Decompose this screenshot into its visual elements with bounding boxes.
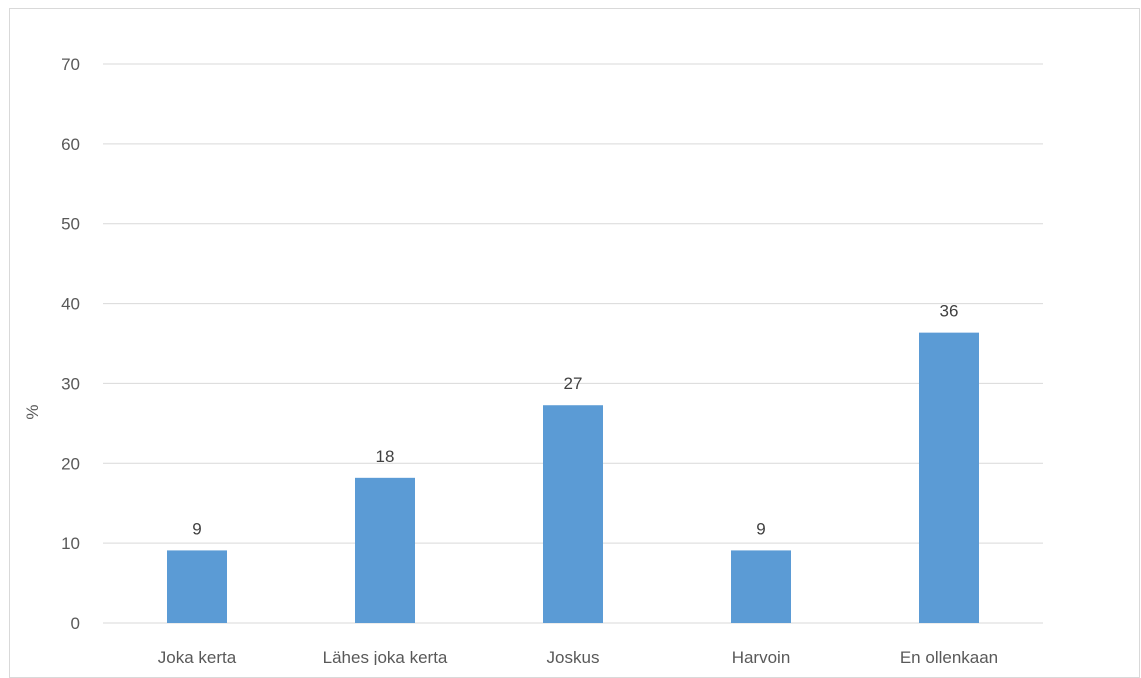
data-label-5: 36 <box>940 302 959 321</box>
y-tick-label-50: 50 <box>61 215 80 234</box>
bar-1 <box>167 550 227 623</box>
x-category-label-3: Joskus <box>547 648 600 665</box>
x-category-label-1: Joka kerta <box>158 648 237 665</box>
y-tick-label-20: 20 <box>61 454 80 473</box>
bar-2 <box>355 477 415 623</box>
bar-3 <box>543 405 603 623</box>
gridlines <box>103 63 1043 624</box>
x-category-label-4: Harvoin <box>732 648 791 665</box>
y-axis-title: % <box>23 404 42 419</box>
y-tick-label-70: 70 <box>61 55 80 74</box>
x-category-label-5: En ollenkaan <box>900 648 998 665</box>
data-label-3: 27 <box>564 374 583 393</box>
y-tick-label-30: 30 <box>61 374 80 393</box>
y-axis-ticks: 0 10 20 30 40 50 60 70 <box>61 55 80 633</box>
bars <box>167 332 979 623</box>
data-label-1: 9 <box>192 519 201 538</box>
y-tick-label-0: 0 <box>71 614 80 633</box>
data-label-2: 18 <box>376 447 395 466</box>
y-tick-label-40: 40 <box>61 295 80 314</box>
x-category-label-2: Lähes joka kerta <box>323 648 448 665</box>
data-label-4: 9 <box>756 519 765 538</box>
bar-5 <box>919 332 979 623</box>
data-labels: 9 18 27 9 36 <box>192 302 958 539</box>
y-tick-label-60: 60 <box>61 135 80 154</box>
x-axis-categories: Joka kerta Lähes joka kerta Joskus Harvoin E… <box>158 648 998 665</box>
bar-4 <box>731 550 791 623</box>
y-tick-label-10: 10 <box>61 534 80 553</box>
